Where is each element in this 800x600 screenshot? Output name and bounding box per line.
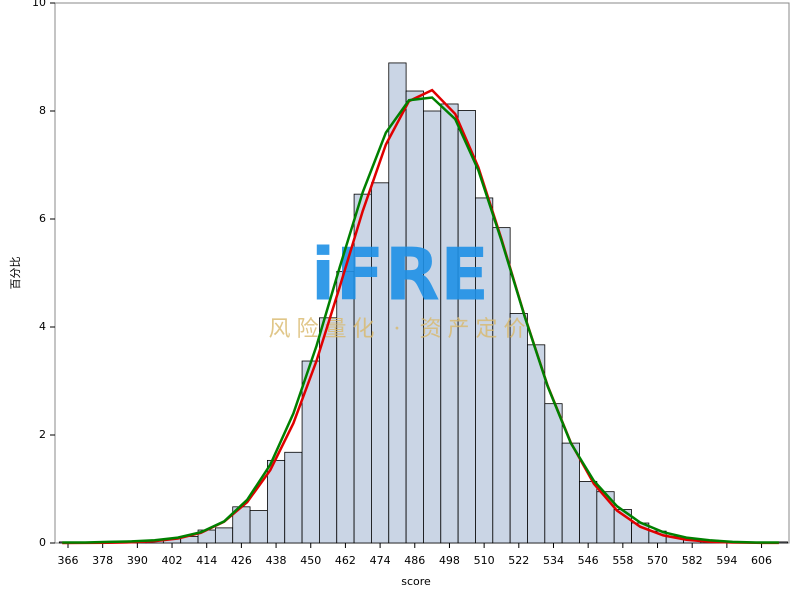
x-tick-label: 462	[335, 554, 356, 567]
watermark: iFRE	[311, 233, 490, 317]
density-curve	[62, 96, 779, 544]
y-axis-label: 百分比	[9, 257, 22, 290]
x-tick-label: 438	[266, 554, 287, 567]
x-tick-label: 522	[508, 554, 529, 567]
x-tick-label: 558	[612, 554, 633, 567]
x-tick-label: 546	[578, 554, 599, 567]
x-tick-label: 366	[58, 554, 79, 567]
bar	[249, 510, 268, 544]
bar	[544, 403, 563, 544]
x-tick-label: 606	[751, 554, 772, 567]
x-tick-label: 498	[439, 554, 460, 567]
bar	[319, 317, 338, 544]
x-tick-label: 594	[716, 554, 737, 567]
x-tick-label: 414	[196, 554, 217, 567]
y-tick-label: 8	[39, 104, 46, 117]
bar	[509, 313, 528, 544]
x-tick-label: 582	[682, 554, 703, 567]
bar	[579, 481, 598, 544]
x-tick-label: 486	[404, 554, 425, 567]
bar	[492, 227, 511, 544]
x-axis-label: score	[401, 575, 431, 588]
x-tick-label: 510	[474, 554, 495, 567]
x-tick-label: 534	[543, 554, 564, 567]
bar	[561, 442, 580, 544]
bar	[301, 360, 320, 544]
x-tick-label: 378	[92, 554, 113, 567]
y-tick-label: 0	[39, 536, 46, 549]
x-tick-label: 402	[162, 554, 183, 567]
bar	[527, 344, 546, 544]
y-tick-label: 2	[39, 428, 46, 441]
y-tick-label: 4	[39, 320, 46, 333]
x-tick-label: 426	[231, 554, 252, 567]
bar	[214, 527, 234, 544]
y-tick-label: 6	[39, 212, 46, 225]
x-tick-label: 570	[647, 554, 668, 567]
x-tick-label: 450	[300, 554, 321, 567]
bar	[266, 459, 286, 544]
x-tick-label: 390	[127, 554, 148, 567]
x-tick-label: 474	[370, 554, 391, 567]
bar	[284, 451, 303, 544]
watermark-subtitle: 风险量化 · 资产定价	[269, 317, 532, 342]
y-tick-label: 10	[32, 0, 46, 9]
